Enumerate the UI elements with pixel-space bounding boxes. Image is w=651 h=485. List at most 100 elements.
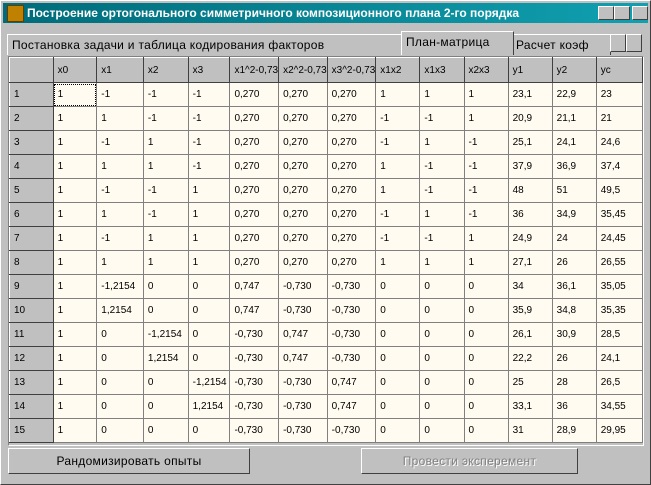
cell[interactable]: 0 bbox=[463, 346, 509, 371]
tab-scroll-left[interactable] bbox=[610, 34, 626, 52]
cell[interactable]: 0,270 bbox=[278, 250, 328, 275]
cell[interactable]: 28 bbox=[551, 370, 597, 395]
cell[interactable]: 1 bbox=[187, 250, 231, 275]
close-button[interactable] bbox=[632, 6, 648, 20]
cell[interactable]: 25,1 bbox=[507, 130, 553, 155]
cell[interactable]: 0 bbox=[142, 370, 189, 395]
cell[interactable]: 1 bbox=[52, 346, 98, 371]
cell[interactable]: 1 bbox=[96, 202, 144, 227]
cell[interactable]: -0,730 bbox=[229, 322, 280, 347]
cell[interactable]: 0,747 bbox=[326, 370, 377, 395]
cell[interactable]: 0 bbox=[187, 274, 231, 299]
cell[interactable]: 28,9 bbox=[551, 418, 597, 443]
cell[interactable]: 0 bbox=[463, 370, 509, 395]
cell[interactable]: 1 bbox=[96, 250, 144, 275]
cell[interactable]: -0,730 bbox=[326, 298, 377, 323]
cell[interactable]: 1 bbox=[375, 250, 421, 275]
cell[interactable]: 51 bbox=[551, 178, 597, 203]
cell[interactable]: 1 bbox=[419, 250, 465, 275]
cell[interactable]: 1 bbox=[187, 226, 231, 251]
cell[interactable]: 0 bbox=[419, 394, 465, 419]
tab[interactable]: Расчет коэф bbox=[511, 34, 611, 55]
cell[interactable]: -1 bbox=[375, 202, 421, 227]
cell[interactable]: 0 bbox=[142, 274, 189, 299]
cell[interactable]: 49,5 bbox=[595, 178, 643, 203]
cell[interactable]: 0,270 bbox=[326, 130, 377, 155]
cell[interactable]: -0,730 bbox=[326, 418, 377, 443]
cell[interactable]: -1 bbox=[96, 130, 144, 155]
minimize-button[interactable] bbox=[598, 6, 614, 20]
cell[interactable]: 0,270 bbox=[229, 250, 280, 275]
cell[interactable]: 34,55 bbox=[595, 394, 643, 419]
cell[interactable]: -1 bbox=[375, 130, 421, 155]
cell[interactable]: -1,2154 bbox=[96, 274, 144, 299]
cell[interactable]: 24,1 bbox=[551, 130, 597, 155]
cell[interactable]: -0,730 bbox=[278, 274, 328, 299]
cell[interactable]: 0 bbox=[187, 322, 231, 347]
cell[interactable]: -1,2154 bbox=[187, 370, 231, 395]
cell[interactable]: 0 bbox=[463, 322, 509, 347]
cell[interactable]: 0 bbox=[375, 370, 421, 395]
cell[interactable]: 1 bbox=[96, 106, 144, 131]
cell[interactable]: 26,1 bbox=[507, 322, 553, 347]
cell[interactable]: 1 bbox=[463, 226, 509, 251]
cell[interactable]: 0,270 bbox=[278, 130, 328, 155]
cell[interactable]: 23 bbox=[595, 82, 643, 107]
cell[interactable]: 0,747 bbox=[229, 298, 280, 323]
cell[interactable]: 1 bbox=[52, 274, 98, 299]
cell[interactable]: -1 bbox=[463, 202, 509, 227]
cell[interactable]: 1 bbox=[375, 178, 421, 203]
cell[interactable]: 0 bbox=[375, 346, 421, 371]
cell[interactable]: -1 bbox=[463, 154, 509, 179]
cell[interactable]: -1 bbox=[419, 178, 465, 203]
cell[interactable]: 0 bbox=[419, 322, 465, 347]
cell[interactable]: 24,1 bbox=[595, 346, 643, 371]
cell[interactable]: -0,730 bbox=[229, 346, 280, 371]
cell[interactable]: -1 bbox=[187, 154, 231, 179]
cell[interactable]: 0 bbox=[375, 322, 421, 347]
cell[interactable]: -0,730 bbox=[326, 322, 377, 347]
cell[interactable]: 1 bbox=[52, 106, 98, 131]
cell[interactable]: 0 bbox=[463, 394, 509, 419]
cell[interactable]: 0 bbox=[187, 298, 231, 323]
cell[interactable]: -1 bbox=[375, 226, 421, 251]
cell[interactable]: 1 bbox=[52, 370, 98, 395]
cell[interactable]: 1 bbox=[187, 178, 231, 203]
cell[interactable]: -1 bbox=[96, 226, 144, 251]
cell[interactable]: 1 bbox=[52, 178, 98, 203]
cell[interactable]: 27,1 bbox=[507, 250, 553, 275]
cell[interactable]: 31 bbox=[507, 418, 553, 443]
cell[interactable]: 26,55 bbox=[595, 250, 643, 275]
cell[interactable]: -1 bbox=[187, 82, 231, 107]
cell[interactable]: 24,9 bbox=[507, 226, 553, 251]
cell[interactable]: 36,9 bbox=[551, 154, 597, 179]
cell[interactable]: 0,270 bbox=[278, 154, 328, 179]
cell[interactable]: 0,270 bbox=[229, 202, 280, 227]
cell[interactable]: 0,747 bbox=[229, 274, 280, 299]
cell[interactable]: 20,9 bbox=[507, 106, 553, 131]
cell[interactable]: 23,1 bbox=[507, 82, 553, 107]
cell[interactable]: -1 bbox=[142, 202, 189, 227]
cell[interactable]: 0 bbox=[419, 346, 465, 371]
cell[interactable]: 1,2154 bbox=[187, 394, 231, 419]
cell[interactable]: 0,270 bbox=[326, 250, 377, 275]
cell[interactable]: 1 bbox=[52, 322, 98, 347]
cell[interactable]: 0 bbox=[142, 394, 189, 419]
cell[interactable]: 0 bbox=[96, 346, 144, 371]
cell[interactable]: -1 bbox=[375, 106, 421, 131]
cell[interactable]: -0,730 bbox=[278, 394, 328, 419]
cell[interactable]: -0,730 bbox=[278, 298, 328, 323]
cell[interactable]: 1 bbox=[463, 82, 509, 107]
cell[interactable]: 1 bbox=[52, 418, 98, 443]
cell[interactable]: -1 bbox=[419, 106, 465, 131]
cell[interactable]: 0,747 bbox=[278, 346, 328, 371]
cell[interactable]: 0,270 bbox=[229, 178, 280, 203]
tab[interactable]: Постановка задачи и таблица кодирования … bbox=[7, 34, 405, 55]
cell[interactable]: 0 bbox=[375, 394, 421, 419]
cell[interactable]: 0 bbox=[419, 370, 465, 395]
cell[interactable]: 1,2154 bbox=[96, 298, 144, 323]
cell[interactable]: 24,45 bbox=[595, 226, 643, 251]
cell[interactable]: 0,270 bbox=[278, 178, 328, 203]
cell[interactable]: 21 bbox=[595, 106, 643, 131]
cell[interactable]: 1 bbox=[52, 82, 98, 107]
